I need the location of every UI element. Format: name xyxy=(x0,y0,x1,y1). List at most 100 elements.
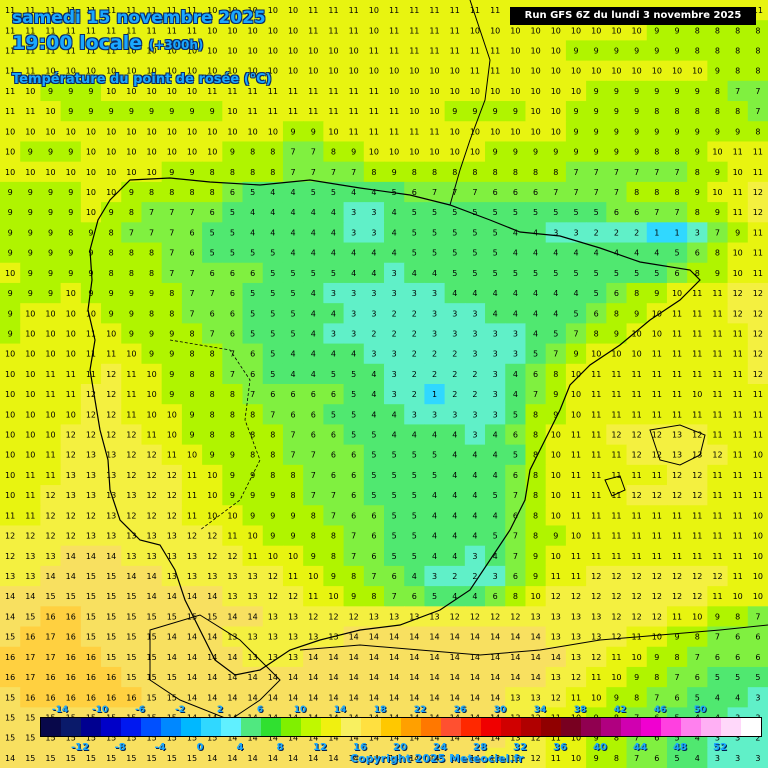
grid-value: 11 xyxy=(187,6,197,15)
field-cell xyxy=(242,161,264,183)
field-cell xyxy=(60,303,82,324)
grid-value: 9 xyxy=(654,47,659,56)
field-cell xyxy=(384,747,405,768)
field-cell xyxy=(343,363,365,385)
grid-value: 15 xyxy=(86,592,96,601)
field-cell xyxy=(707,424,729,446)
field-cell xyxy=(525,222,547,244)
field-cell xyxy=(687,60,708,82)
grid-value: 13 xyxy=(146,552,156,561)
grid-value: 4 xyxy=(472,289,477,298)
grid-value: 12 xyxy=(632,612,642,621)
grid-value: 10 xyxy=(591,350,601,359)
grid-value: 5 xyxy=(311,269,316,278)
grid-value: 11 xyxy=(733,431,743,440)
field-cell xyxy=(222,525,244,547)
field-cell xyxy=(727,141,749,163)
field-cell xyxy=(666,384,688,405)
field-cell xyxy=(384,687,405,708)
grid-value: 4 xyxy=(270,188,275,197)
field-cell xyxy=(323,262,345,284)
field-cell xyxy=(626,505,648,527)
grid-value: 15 xyxy=(66,734,76,743)
grid-value: 6 xyxy=(493,592,498,601)
grid-value: 11 xyxy=(409,127,419,136)
grid-value: 11 xyxy=(753,249,763,258)
grid-value: 16 xyxy=(106,673,116,682)
field-cell xyxy=(202,222,223,244)
grid-value: 11 xyxy=(409,6,419,15)
field-cell xyxy=(222,464,244,486)
field-cell xyxy=(646,80,668,102)
field-cell xyxy=(404,323,426,345)
field-cell xyxy=(404,121,426,143)
field-cell xyxy=(363,565,385,587)
grid-value: 10 xyxy=(268,552,278,561)
grid-value: 10 xyxy=(167,148,177,157)
field-cell xyxy=(424,747,446,768)
field-cell xyxy=(101,141,122,163)
grid-value: 15 xyxy=(25,754,35,763)
grid-value: 8 xyxy=(311,511,316,520)
grid-value: 11 xyxy=(349,107,359,116)
grid-value: 9 xyxy=(68,249,73,258)
field-cell xyxy=(40,121,62,143)
grid-value: 9 xyxy=(68,87,73,96)
field-cell xyxy=(545,282,567,304)
grid-value: 2 xyxy=(614,228,619,237)
field-cell xyxy=(545,606,567,628)
grid-value: 14 xyxy=(349,673,359,682)
field-cell xyxy=(727,444,749,466)
field-cell xyxy=(505,222,527,244)
field-cell xyxy=(242,404,264,426)
grid-value: 4 xyxy=(331,309,336,318)
grid-value: 11 xyxy=(712,532,722,541)
grid-value: 7 xyxy=(270,410,275,419)
grid-value: 11 xyxy=(672,552,682,561)
field-cell xyxy=(323,384,345,405)
grid-value: 6 xyxy=(250,269,255,278)
grid-value: 6 xyxy=(412,188,417,197)
legend-swatch xyxy=(141,718,161,736)
field-cell xyxy=(323,323,345,345)
grid-value: 11 xyxy=(308,87,318,96)
field-cell xyxy=(606,384,628,405)
field-cell xyxy=(60,404,82,426)
grid-value: 11 xyxy=(712,431,722,440)
field-cell xyxy=(262,60,284,82)
field-cell xyxy=(60,0,82,21)
field-cell xyxy=(20,727,42,749)
grid-value: 14 xyxy=(227,693,237,702)
grid-value: 10 xyxy=(571,26,581,35)
field-cell xyxy=(0,20,21,42)
field-cell xyxy=(161,404,183,426)
grid-value: 9 xyxy=(654,87,659,96)
grid-value: 11 xyxy=(288,107,298,116)
grid-value: 5 xyxy=(270,329,275,338)
field-cell xyxy=(141,687,163,708)
field-cell xyxy=(181,323,203,345)
grid-value: 7 xyxy=(331,168,336,177)
grid-value: 9 xyxy=(48,188,53,197)
grid-value: 4 xyxy=(432,532,437,541)
field-cell xyxy=(545,20,567,42)
grid-value: 12 xyxy=(652,592,662,601)
field-cell xyxy=(343,80,365,102)
grid-value: 14 xyxy=(167,633,177,642)
grid-value: 8 xyxy=(230,410,235,419)
grid-value: 11 xyxy=(25,471,35,480)
field-cell xyxy=(586,40,607,62)
grid-value: 11 xyxy=(692,329,702,338)
field-cell xyxy=(101,646,122,668)
field-cell xyxy=(424,485,446,506)
field-cell xyxy=(505,262,527,284)
grid-value: 10 xyxy=(733,592,743,601)
field-cell xyxy=(626,747,648,768)
field-cell xyxy=(545,646,567,668)
grid-value: 11 xyxy=(692,511,702,520)
field-cell xyxy=(363,545,385,567)
field-cell xyxy=(666,586,688,607)
grid-value: 11 xyxy=(349,87,359,96)
grid-value: 4 xyxy=(513,390,518,399)
